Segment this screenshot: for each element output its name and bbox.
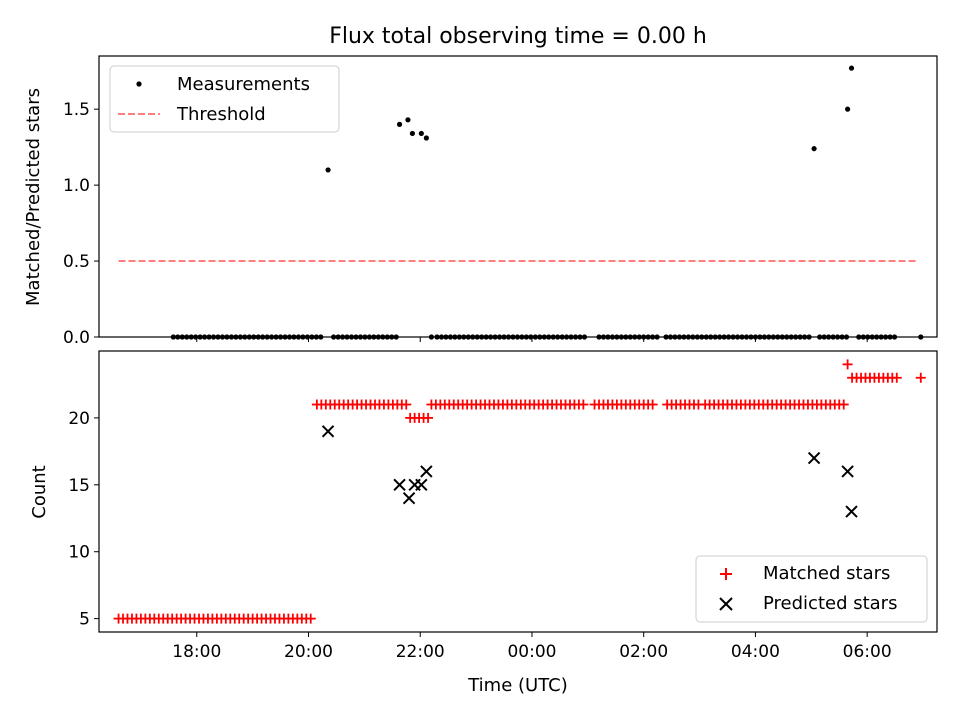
top-legend-box — [109, 65, 340, 133]
measurement-point — [811, 146, 817, 152]
x-stroke-b — [420, 465, 433, 478]
legend-matched-label: Matched stars — [763, 563, 890, 584]
legend-measurements-label: Measurements — [177, 74, 310, 95]
predicted-star-point — [393, 478, 406, 492]
y-tick-label: 15 — [68, 476, 90, 496]
predicted-star-point — [845, 505, 858, 518]
matched-star-point — [915, 372, 926, 383]
x-tick-label: 22:00 — [396, 642, 445, 662]
measurement-point — [396, 121, 403, 127]
x-stroke-b — [845, 505, 858, 518]
bottom-axes-frame — [98, 350, 938, 633]
matched-star-point — [842, 359, 853, 370]
x-stroke-b — [841, 465, 854, 478]
bottom-legend: Matched stars Predicted stars — [695, 555, 928, 623]
x-tick-label: 04:00 — [731, 642, 780, 662]
x-stroke-b — [393, 478, 406, 492]
measurement-point — [418, 130, 424, 137]
y-tick-label: 10 — [68, 543, 90, 563]
measurement-point — [409, 130, 416, 137]
matched-star-point — [838, 399, 849, 410]
legend-measurements-marker — [136, 81, 142, 87]
measurement-point — [845, 106, 851, 112]
x-tick-label: 20:00 — [284, 642, 333, 662]
legend-predicted-marker — [719, 597, 733, 611]
figure-title: Flux total observing time = 0.00 h — [329, 24, 707, 49]
bottom-y-axis-label: Count — [29, 465, 50, 518]
top-x-ticks — [196, 337, 868, 342]
matched-star-point — [891, 372, 902, 383]
y-tick-label: 5 — [79, 610, 90, 630]
matched-star-point — [305, 613, 316, 624]
x-stroke-b — [807, 451, 821, 465]
bottom-x-ticks: 18:00 20:00 22:00 00:00 02:00 04:00 06:00 — [172, 632, 892, 662]
measurement-point — [423, 135, 429, 141]
y-tick-label: 1.5 — [63, 100, 90, 120]
legend-threshold-label: Threshold — [176, 104, 266, 125]
predicted-star-point — [402, 491, 416, 505]
bottom-y-ticks: 5 10 15 20 — [68, 409, 99, 630]
x-stroke-b — [321, 425, 335, 438]
x-stroke-b — [402, 491, 416, 505]
x-tick-label: 06:00 — [843, 642, 892, 662]
bottom-plot-marks — [113, 359, 926, 624]
top-axes: 0.0 0.5 1.0 1.5 Matched/Predicted stars Mea… — [23, 55, 938, 348]
predicted-star-point — [807, 451, 821, 465]
predicted-star-point — [841, 465, 854, 478]
predicted-star-point — [321, 425, 335, 438]
matched-star-point — [423, 412, 434, 423]
measurement-point — [325, 167, 331, 173]
x-stroke-b — [415, 478, 428, 492]
y-tick-label: 0.0 — [63, 328, 90, 348]
x-tick-label: 18:00 — [172, 642, 221, 662]
top-legend: Measurements Threshold — [109, 65, 340, 133]
predicted-star-point — [415, 478, 428, 492]
top-y-ticks: 0.0 0.5 1.0 1.5 — [63, 100, 99, 348]
predicted-star-point — [420, 465, 433, 478]
legend-matched-marker — [720, 568, 732, 580]
top-axes-frame — [98, 55, 938, 338]
measurement-point — [848, 65, 855, 71]
matched-star-point — [401, 399, 412, 410]
y-tick-label: 20 — [68, 409, 90, 429]
top-y-axis-label: Matched/Predicted stars — [23, 88, 44, 306]
y-tick-label: 0.5 — [63, 252, 90, 272]
x-tick-label: 00:00 — [507, 642, 556, 662]
bottom-axes: 5 10 15 20 18:00 20:00 22:00 00:00 02:00 04:00 06… — [29, 350, 938, 696]
x-tick-label: 02:00 — [619, 642, 668, 662]
matched-star-point — [647, 399, 658, 410]
matched-star-point — [578, 399, 589, 410]
y-tick-label: 1.0 — [63, 176, 90, 196]
bottom-legend-box — [695, 555, 928, 623]
legend-predicted-label: Predicted stars — [763, 593, 897, 614]
measurement-point — [405, 117, 411, 123]
x-axis-label: Time (UTC) — [467, 675, 568, 696]
